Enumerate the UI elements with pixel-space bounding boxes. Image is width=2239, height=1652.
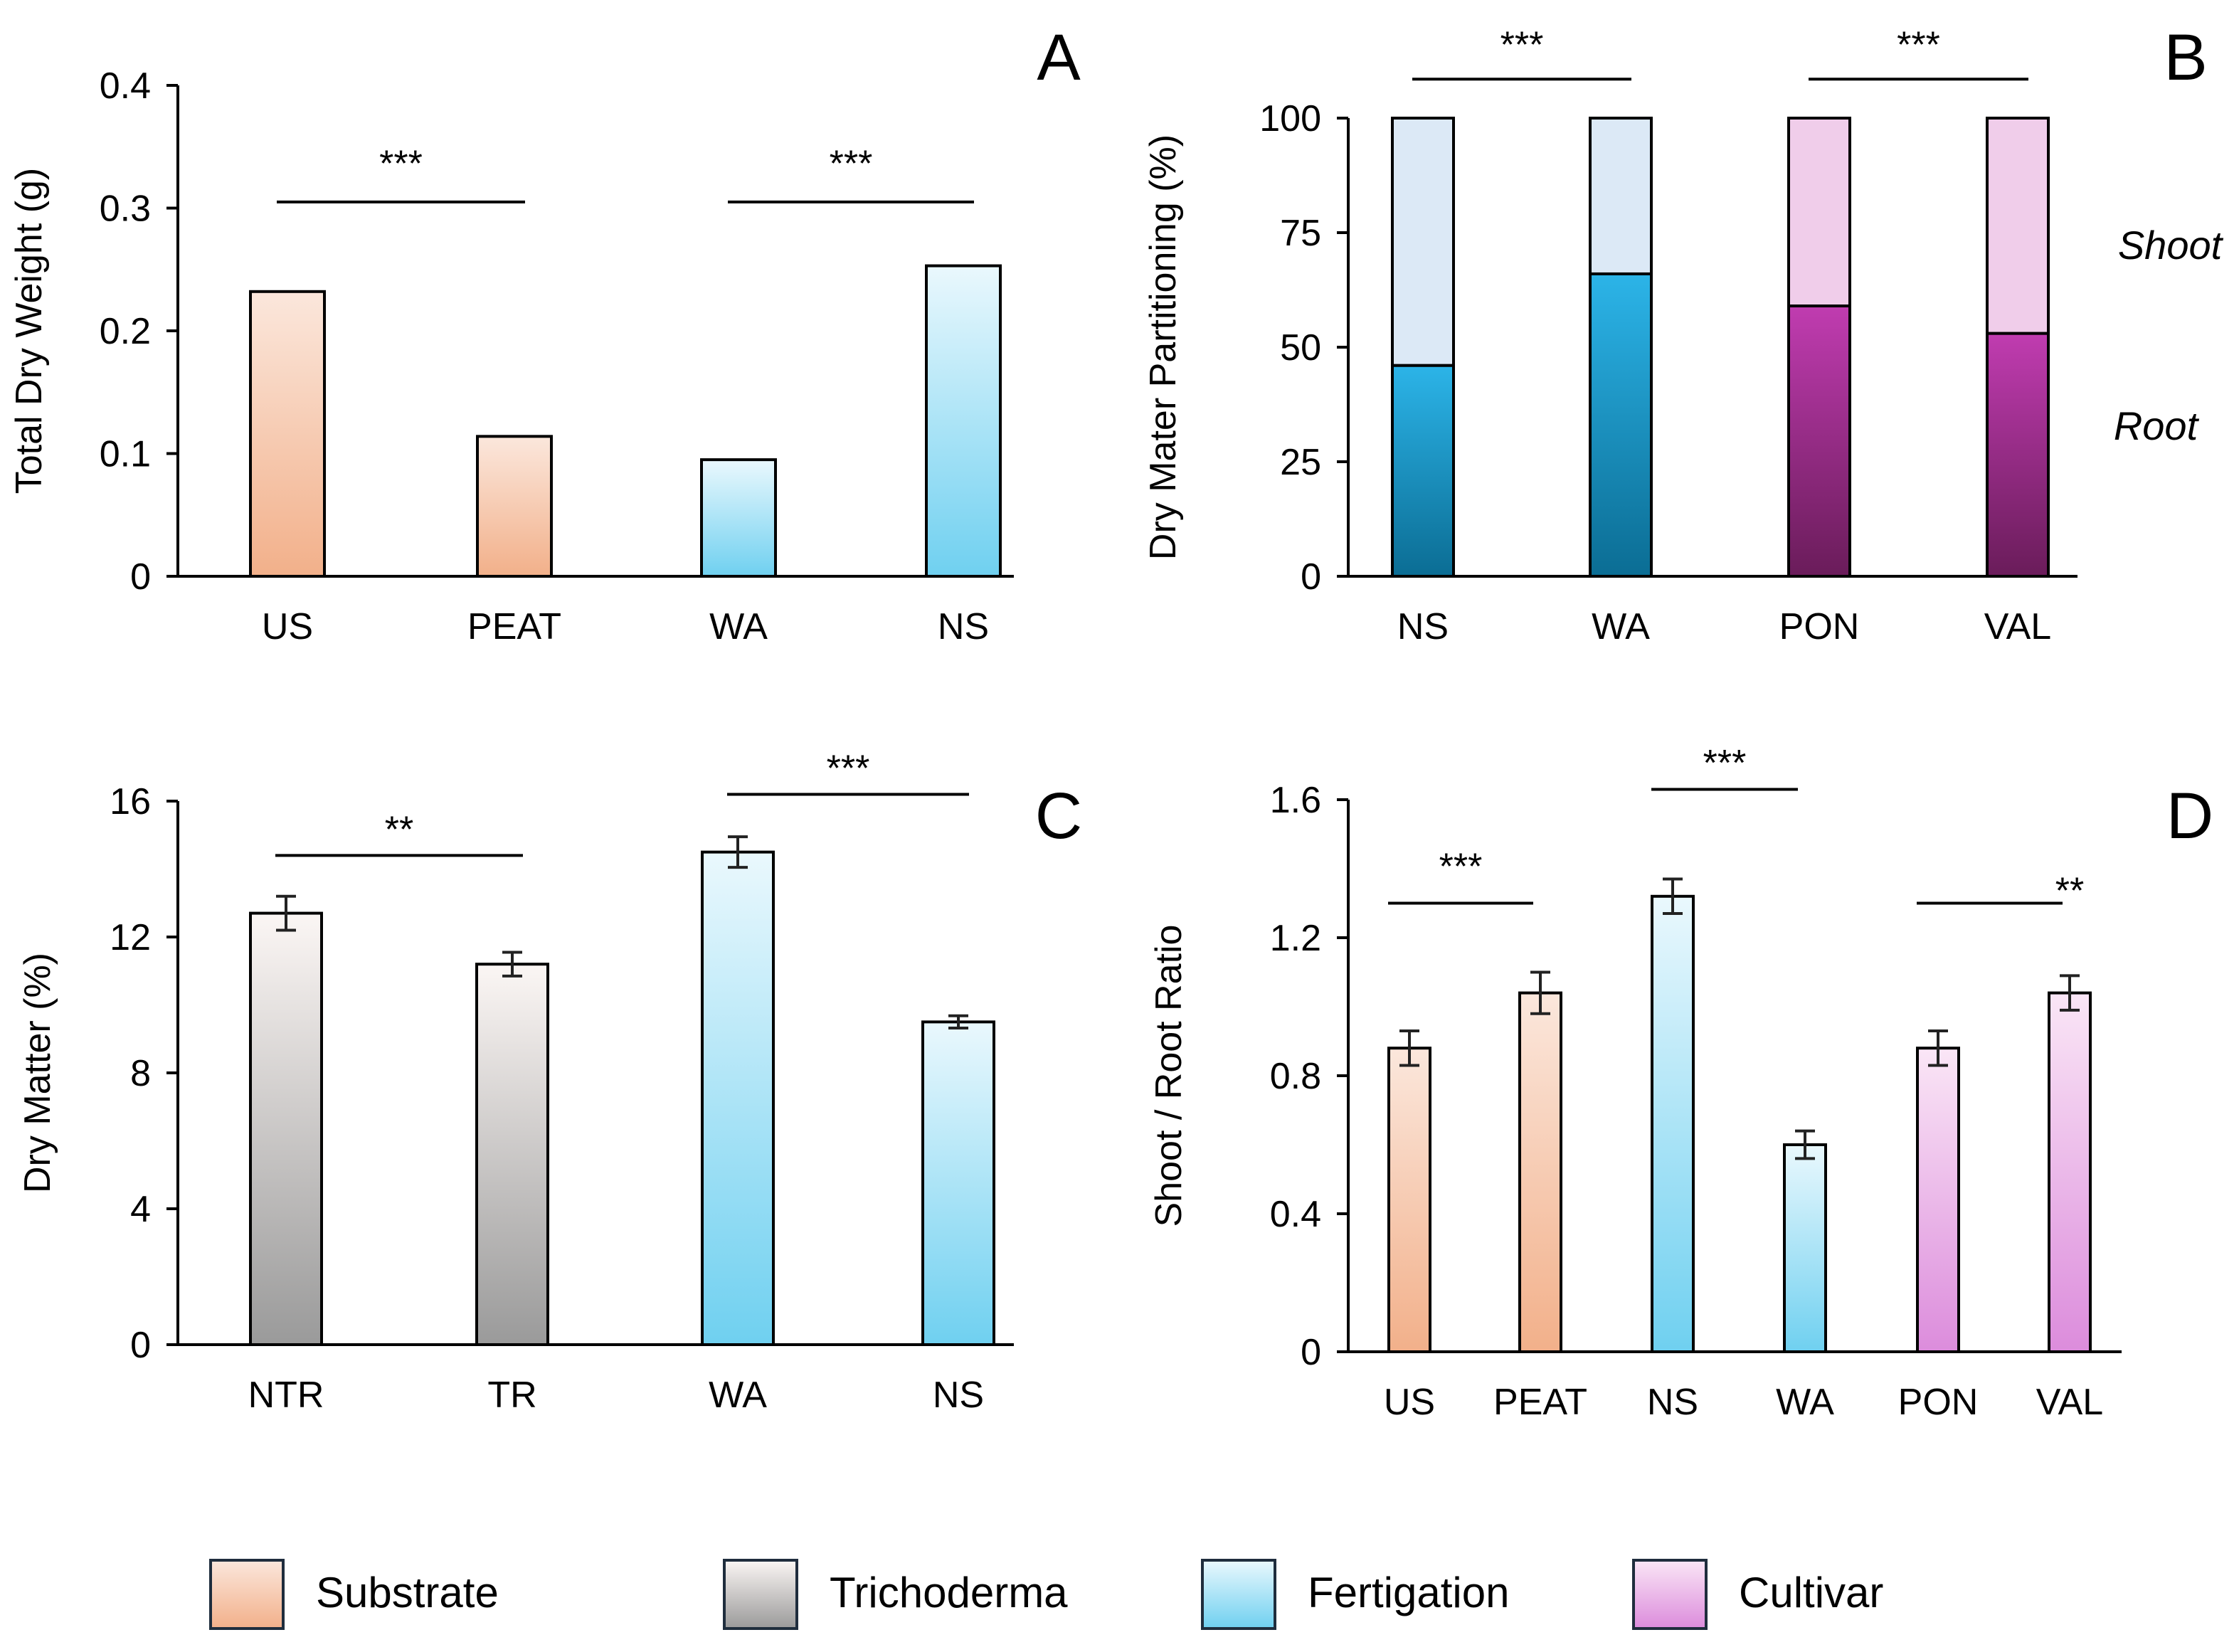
panel-c-y-axis-title: Dry Matter (%) [17,953,58,1193]
panel-d-bar-wa [1783,1143,1827,1353]
panel-d-chart: 0 0.4 0.8 1.2 1.6 US PEAT NS WA PON VAL Shoot / Roo… [1148,743,2213,1423]
panel-a-bar-peat [476,435,553,578]
panel-a-significance-label-2: *** [830,144,873,185]
panel-a-y-tick-label: 0.4 [100,65,151,107]
panel-d-x-tick-label-wa: WA [1776,1382,1834,1423]
panel-d-x-tick-label-peat: PEAT [1493,1382,1587,1423]
panel-b-x-tick-label-wa: WA [1592,606,1650,647]
legend-swatch-fertigation [1201,1559,1276,1630]
panel-b-y-tick-label: 75 [1280,213,1321,254]
panel-d-y-tick-label: 1.6 [1270,780,1321,821]
legend-label-fertigation: Fertigation [1308,1569,1509,1616]
panel-b-x-tick-label-pon: PON [1779,606,1860,647]
panel-d-x-tick-label-us: US [1384,1382,1435,1423]
panel-a-x-tick-label-us: US [262,606,313,647]
panel-d-y-tick-label: 0.8 [1270,1056,1321,1097]
panel-c-x-tick-label-tr: TR [487,1375,536,1416]
panel-b-bar-root-ns [1391,364,1455,578]
panel-d-bar-val [2048,991,2092,1353]
panel-a-y-tick-label: 0.2 [100,311,151,352]
panel-a-x-tick-label-peat: PEAT [467,606,561,647]
panel-a-y-tick-label: 0 [130,556,151,598]
panel-d-bar-us [1387,1047,1431,1353]
panel-a-y-tick-label: 0.3 [100,189,151,230]
panel-b-x-tick-label-ns: NS [1397,606,1449,647]
panel-b-significance-label-2: *** [1897,25,1940,66]
panel-c-bar-tr [475,963,549,1346]
panel-c-bar-ntr [249,911,323,1346]
panel-d-significance-label-1: *** [1439,846,1483,887]
panel-b-bar-root-wa [1589,272,1653,578]
panel-d-y-tick-label: 1.2 [1270,918,1321,959]
panel-d-x-tick-label-val: VAL [2036,1382,2103,1423]
panel-b-root-label: Root [2114,403,2200,448]
panel-d-x-tick-label-ns: NS [1647,1382,1698,1423]
panel-a-letter: A [1037,21,1081,94]
panel-c-bar-wa [701,850,775,1346]
legend-label-trichoderma: Trichoderma [830,1569,1068,1616]
panel-b-shoot-label: Shoot [2118,223,2224,268]
panel-b-bar-root-val [1986,332,2050,578]
panel-a-bar-wa [700,458,777,578]
legend: Substrate Trichoderma Fertigation Cultivar [209,1559,1883,1630]
panel-d-bar-pon [1916,1047,1960,1353]
panel-a-y-tick-label: 0.1 [100,434,151,475]
legend-swatch-trichoderma [723,1559,798,1630]
panel-c-x-tick-label-ntr: NTR [248,1375,324,1416]
panel-c-y-tick-label: 12 [110,917,151,958]
panel-c-y-tick-label: 16 [110,781,151,822]
panel-d-bar-peat [1518,991,1562,1353]
panel-b-y-tick-label: 25 [1280,442,1321,483]
panel-c-letter: C [1035,780,1082,852]
panel-b-y-axis-title: Dry Mater Partitioning (%) [1143,134,1184,560]
legend-label-cultivar: Cultivar [1739,1569,1883,1616]
panel-a-bar-us [249,290,326,578]
panel-a-x-tick-label-wa: WA [709,606,768,647]
panel-a-y-axis-title: Total Dry Weight (g) [9,168,50,494]
legend-label-substrate: Substrate [316,1569,499,1616]
panel-c-bar-ns [921,1020,995,1346]
panel-d-significance-label-3: ** [2055,870,2084,911]
panel-c-significance-label-2: *** [827,748,870,789]
panel-d-bar-ns [1651,894,1695,1354]
legend-swatch-cultivar [1632,1559,1708,1630]
legend-swatch-substrate [209,1559,285,1630]
panel-c-y-tick-label: 8 [130,1053,151,1094]
panel-a-x-tick-label-ns: NS [938,606,989,647]
panel-a-significance-label-1: *** [379,144,423,185]
panel-c-y-tick-label: 4 [130,1189,151,1230]
panel-c-x-tick-label-ns: NS [933,1375,984,1416]
panel-a-chart: 0 0.1 0.2 0.3 0.4 US PEAT WA NS Total Dry Weight … [9,21,1081,647]
panel-d-letter: D [2166,780,2213,852]
panel-c-x-tick-label-wa: WA [709,1375,767,1416]
panel-c-y-tick-label: 0 [130,1325,151,1366]
panel-b-bar-root-pon [1787,305,1851,578]
panel-b-y-tick-label: 50 [1280,327,1321,369]
panel-d-significance-label-2: *** [1703,743,1747,784]
panel-a-bar-ns [925,264,1002,578]
panel-b-bar-shoot-pon [1787,117,1851,308]
panel-d-x-tick-label-pon: PON [1898,1382,1979,1423]
panel-b-chart: Shoot Root 0 25 50 75 100 NS WA PON VAL Dry Mater P… [1143,21,2224,647]
panel-b-y-tick-label: 100 [1259,98,1321,139]
panel-b-significance-label-1: *** [1500,25,1544,66]
panel-b-bar-shoot-val [1986,117,2050,335]
panel-d-y-axis-title: Shoot / Root Ratio [1148,925,1190,1227]
panel-b-letter: B [2164,21,2207,94]
panel-b-bar-shoot-ns [1391,117,1455,367]
panel-d-y-tick-label: 0 [1301,1332,1321,1373]
panel-b-y-tick-label: 0 [1301,556,1321,598]
panel-d-y-tick-label: 0.4 [1270,1194,1321,1235]
panel-b-bar-shoot-wa [1589,117,1653,275]
panel-b-x-tick-label-val: VAL [1984,606,2051,647]
panel-c-significance-label-1: ** [385,809,413,850]
